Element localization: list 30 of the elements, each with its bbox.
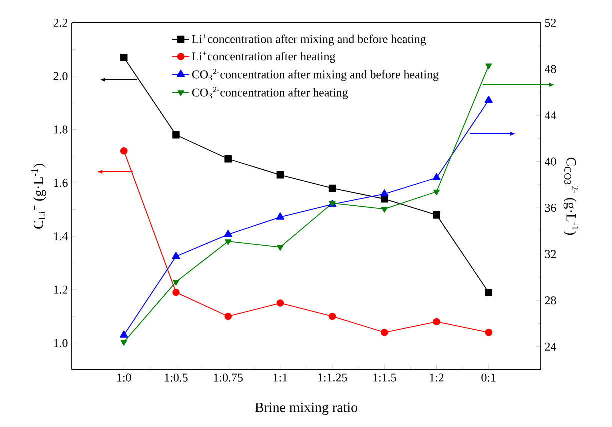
y2-tick-label: 40 xyxy=(545,158,556,166)
y2-tick-label: 32 xyxy=(545,250,556,258)
legend-label: Li$^{+}$concentration after mixing and before heating xyxy=(192,34,426,46)
y-axis-title: C$_{Li}$$^{+}$ (g·L$^{-1}$) xyxy=(32,164,46,229)
x-axis-title: Brine mixing ratio xyxy=(255,402,358,416)
y2-axis-title: C$_{CO3}$$^{2-}$ (g·L$^{-1}$) xyxy=(564,158,578,236)
y-tick-label: 1.8 xyxy=(54,126,68,134)
x-tick-label: 1:2 xyxy=(430,374,444,382)
legend-label: CO$_{3}$$^{2-}$concentration after mixing and before heating xyxy=(192,68,439,82)
y2-tick-label: 36 xyxy=(545,204,556,212)
x-tick-label: 1:0.5 xyxy=(165,374,188,382)
y-tick-label: 1.2 xyxy=(54,286,68,294)
legend-label: CO$_{3}$$^{2-}$concentration after heating xyxy=(192,87,348,100)
y-tick-label: 1.4 xyxy=(54,232,68,241)
x-tick-label: 1:1 xyxy=(274,374,288,382)
y-tick-label: 2.0 xyxy=(54,72,68,80)
y2-tick-label: 28 xyxy=(545,296,556,305)
y2-tick-label: 48 xyxy=(545,65,556,74)
y-tick-label: 1.0 xyxy=(54,339,68,348)
x-tick-label: 1:0.75 xyxy=(214,374,243,382)
y-tick-label: 2.2 xyxy=(54,18,68,28)
y2-tick-label: 44 xyxy=(545,112,557,120)
x-tick-label: 1:1.5 xyxy=(374,374,396,382)
x-tick-label: 1:1.25 xyxy=(318,374,348,382)
x-tick-label: 0:1 xyxy=(482,374,496,382)
y2-tick-label: 24 xyxy=(545,342,557,351)
y2-tick-label: 52 xyxy=(545,18,556,28)
x-tick-label: 1:0 xyxy=(118,374,132,382)
legend-label: Li$^{+}$concentration after heating xyxy=(192,52,336,64)
y-tick-label: 1.6 xyxy=(54,179,68,188)
